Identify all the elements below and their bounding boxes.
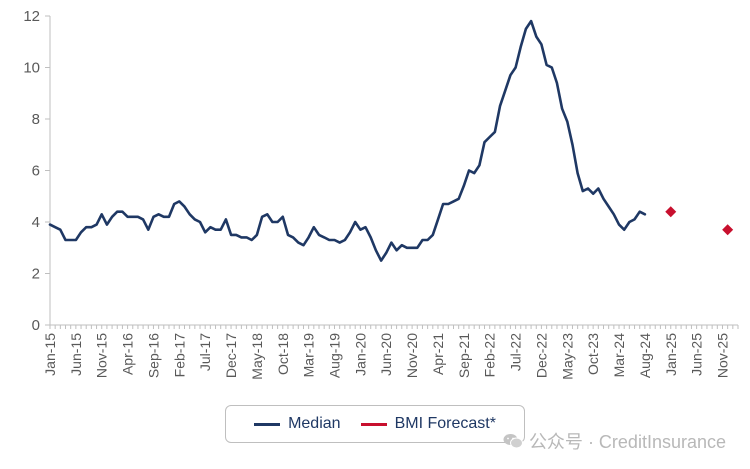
watermark: 公众号 · CreditInsurance (503, 428, 726, 454)
legend-swatch-forecast (360, 422, 387, 426)
series-line-median (48, 19, 647, 262)
x-tick-label: Jan-20 (352, 333, 368, 376)
x-tick-label: Mar-24 (611, 333, 627, 378)
x-tick-label: Nov-15 (94, 333, 110, 378)
x-tick-label: Oct-18 (275, 333, 291, 375)
x-tick-label: Mar-19 (301, 333, 317, 378)
x-tick-label: Jun-20 (378, 333, 394, 376)
x-tick-label: Apr-21 (430, 333, 446, 375)
x-tick-label: May-18 (249, 333, 265, 380)
watermark-text: 公众号 · CreditInsurance (528, 432, 726, 452)
x-tick-label: Jul-22 (508, 333, 524, 371)
x-tick-label: Jun-15 (68, 333, 84, 376)
wechat-icon (503, 434, 523, 449)
x-tick-label: Sep-16 (145, 333, 161, 378)
y-tick-label: 0 (32, 317, 40, 334)
y-tick-label: 10 (23, 60, 40, 77)
x-tick-label: May-23 (559, 333, 575, 380)
legend: Median BMI Forecast* (225, 405, 525, 443)
y-tick-label: 4 (32, 214, 40, 231)
x-tick-label: Oct-23 (585, 333, 601, 375)
legend-item-median: Median (254, 415, 341, 433)
x-tick-label: Dec-17 (223, 333, 239, 378)
x-tick-label: Nov-25 (714, 333, 730, 378)
x-tick-label: Feb-17 (171, 333, 187, 378)
x-tick-label: Apr-16 (120, 333, 136, 375)
forecast-point (722, 224, 734, 236)
y-tick-label: 2 (32, 266, 40, 283)
x-axis-ticks: Jan-15 Jun-15 Nov-15 Apr-16 Sep-16 Feb-17 Jul-… (42, 333, 730, 380)
y-tick-label: 8 (32, 111, 40, 128)
y-tick-label: 12 (23, 8, 40, 25)
legend-label-median: Median (288, 415, 341, 432)
x-tick-label: Jul-17 (197, 333, 213, 371)
legend-label-forecast: BMI Forecast* (394, 415, 496, 432)
series-layer (48, 19, 734, 262)
legend-swatch-median (254, 422, 281, 426)
legend-item-forecast: BMI Forecast* (360, 415, 496, 433)
x-tick-label: Jun-25 (689, 333, 705, 376)
x-tick-label: Jan-15 (42, 333, 58, 376)
x-tick-label: Aug-24 (637, 333, 653, 378)
y-axis-ticks: 0 2 4 6 8 10 12 (23, 8, 50, 334)
forecast-point (665, 206, 677, 218)
x-tick-label: Jan-25 (663, 333, 679, 376)
x-tick-label: Nov-20 (404, 333, 420, 378)
axes (49, 16, 739, 329)
x-tick-label: Aug-19 (327, 333, 343, 378)
x-tick-label: Sep-21 (456, 333, 472, 378)
x-tick-label: Dec-22 (533, 333, 549, 378)
x-tick-label: Feb-22 (482, 333, 498, 378)
y-tick-label: 6 (32, 163, 40, 180)
